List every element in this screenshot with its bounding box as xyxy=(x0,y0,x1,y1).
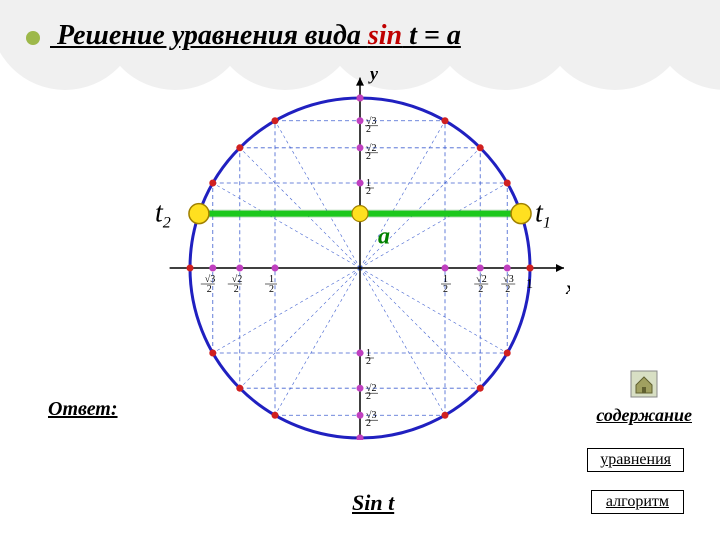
sin-t-label[interactable]: Sin t xyxy=(352,490,394,516)
svg-text:t2: t2 xyxy=(155,198,171,232)
equations-link[interactable]: уравнения xyxy=(587,448,684,472)
svg-text:2: 2 xyxy=(366,151,371,162)
contents-link[interactable]: содержание xyxy=(596,405,692,426)
title-post: t = a xyxy=(402,20,461,51)
svg-text:2: 2 xyxy=(269,284,274,295)
svg-text:2: 2 xyxy=(478,284,483,295)
svg-text:x: x xyxy=(565,278,570,298)
page-title: Решение уравнения вида sin t = a xyxy=(26,20,461,52)
svg-text:2: 2 xyxy=(505,284,510,295)
unit-circle-chart: 12√22√3212√22√3212√22√3212√22√32yxa1t1t2 xyxy=(150,60,570,440)
svg-text:a: a xyxy=(378,224,390,250)
svg-text:1: 1 xyxy=(526,277,533,292)
svg-text:2: 2 xyxy=(207,284,212,295)
answer-label: Ответ: xyxy=(48,398,118,421)
svg-text:2: 2 xyxy=(366,186,371,197)
bullet-icon xyxy=(26,31,40,45)
svg-text:2: 2 xyxy=(366,356,371,367)
svg-text:2: 2 xyxy=(234,284,239,295)
svg-text:t1: t1 xyxy=(535,198,551,232)
svg-text:y: y xyxy=(368,64,379,84)
algorithm-link[interactable]: алгоритм xyxy=(591,490,684,514)
title-sin: sin xyxy=(368,20,402,51)
title-pre: Решение уравнения вида xyxy=(57,20,368,51)
svg-text:2: 2 xyxy=(366,391,371,402)
svg-text:2: 2 xyxy=(366,124,371,135)
svg-text:2: 2 xyxy=(443,284,448,295)
svg-text:2: 2 xyxy=(366,418,371,429)
home-icon[interactable] xyxy=(630,370,658,398)
